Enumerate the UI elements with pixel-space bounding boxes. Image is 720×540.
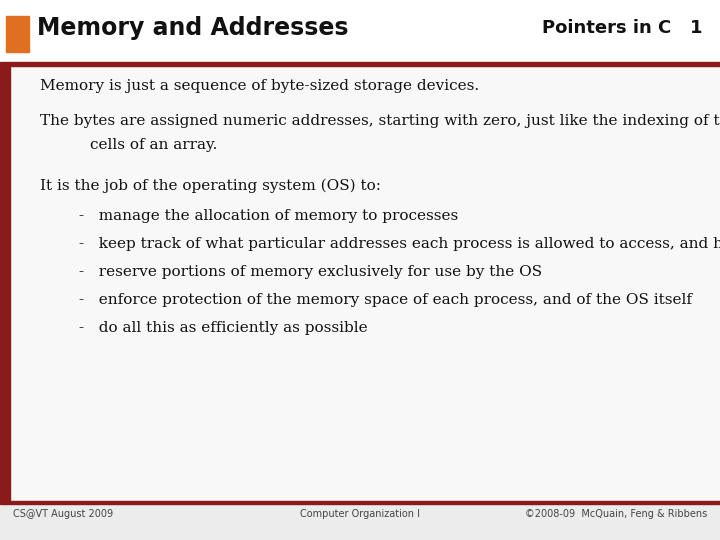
Text: -   manage the allocation of memory to processes: - manage the allocation of memory to pro… (79, 209, 459, 223)
Text: cells of an array.: cells of an array. (90, 138, 217, 152)
Text: -   do all this as efficiently as possible: - do all this as efficiently as possible (79, 321, 368, 335)
Text: It is the job of the operating system (OS) to:: It is the job of the operating system (O… (40, 179, 381, 193)
Bar (0, 66, 10, 501)
Text: Pointers in C   1: Pointers in C 1 (541, 19, 702, 37)
Bar (0, 0, 720, 62)
Bar (0, 62, 720, 66)
Text: The bytes are assigned numeric addresses, starting with zero, just like the inde: The bytes are assigned numeric addresses… (40, 114, 720, 128)
Text: -   enforce protection of the memory space of each process, and of the OS itself: - enforce protection of the memory space… (79, 293, 692, 307)
Bar (10, 66, 720, 501)
Text: Computer Organization I: Computer Organization I (300, 509, 420, 518)
Bar (0, 501, 720, 504)
Text: CS@VT August 2009: CS@VT August 2009 (13, 509, 113, 518)
Text: Memory is just a sequence of byte-sized storage devices.: Memory is just a sequence of byte-sized … (40, 79, 479, 93)
Text: -   keep track of what particular addresses each process is allowed to access, a: - keep track of what particular addresse… (79, 237, 720, 251)
Text: Memory and Addresses: Memory and Addresses (37, 16, 349, 40)
Text: -   reserve portions of memory exclusively for use by the OS: - reserve portions of memory exclusively… (79, 265, 542, 279)
Text: ©2008-09  McQuain, Feng & Ribbens: ©2008-09 McQuain, Feng & Ribbens (525, 509, 707, 518)
Bar (6, 16, 29, 52)
